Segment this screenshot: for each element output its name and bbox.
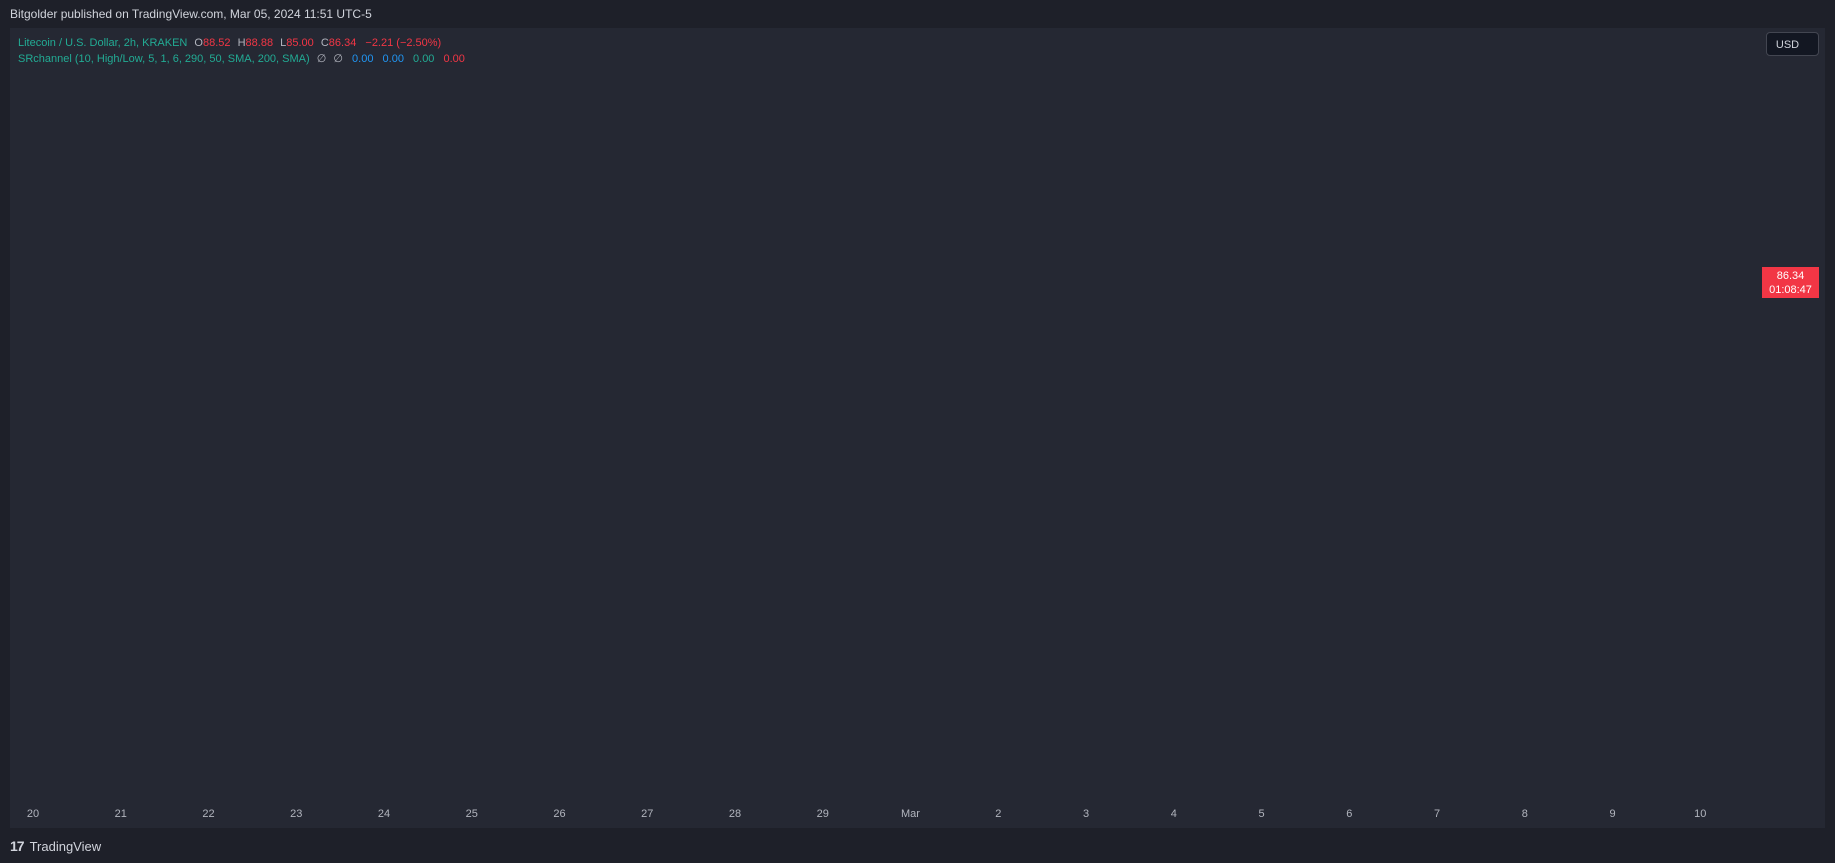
high-label: H — [237, 37, 246, 49]
indicator-value-2: 0.00 — [382, 53, 404, 65]
close-label: C — [320, 37, 329, 49]
indicator-title[interactable]: SRchannel (10, High/Low, 5, 1, 6, 290, 5… — [18, 53, 310, 65]
bar-countdown: 01:08:47 — [1769, 284, 1812, 296]
x-axis-tick-label: 4 — [1171, 808, 1177, 820]
low-value: 85.00 — [286, 37, 314, 49]
x-axis-tick-label: 22 — [202, 808, 214, 820]
ohlc-row: Litecoin / U.S. Dollar, 2h, KRAKEN O88.5… — [18, 35, 465, 51]
indicator-value-1: 0.00 — [352, 53, 374, 65]
open-label: O — [194, 37, 203, 49]
chart-legend: Litecoin / U.S. Dollar, 2h, KRAKEN O88.5… — [18, 35, 465, 67]
indicator-null-icon-2: ∅ — [333, 53, 343, 65]
publish-bar: Bitgolder published on TradingView.com, … — [0, 0, 1835, 27]
high-value: 88.88 — [245, 37, 274, 49]
x-axis-tick-label: 28 — [729, 808, 741, 820]
x-axis-tick-label: 6 — [1346, 808, 1352, 820]
x-axis-tick-label: 2 — [995, 808, 1001, 820]
close-value: 86.34 — [328, 37, 357, 49]
last-price-value: 86.34 — [1776, 270, 1805, 282]
x-axis-tick-label: 7 — [1434, 808, 1440, 820]
indicator-value-4: 0.00 — [443, 53, 465, 65]
indicator-null-icon: ∅ — [316, 53, 327, 65]
x-axis-tick-label: 26 — [553, 808, 565, 820]
open-value: 88.52 — [202, 37, 231, 49]
low-label: L — [280, 37, 287, 49]
x-axis-tick-label: 3 — [1083, 808, 1089, 820]
x-axis-tick-label: 10 — [1694, 808, 1706, 820]
publish-text: Bitgolder published on TradingView.com, … — [10, 7, 372, 21]
tradingview-logo-icon[interactable]: 17 — [10, 838, 25, 854]
symbol-title[interactable]: Litecoin / U.S. Dollar, 2h, KRAKEN — [18, 37, 188, 49]
x-axis-tick-label: 24 — [378, 808, 390, 820]
x-axis-tick-label: 9 — [1609, 808, 1615, 820]
footer-brand[interactable]: TradingView — [29, 838, 102, 854]
indicator-row: SRchannel (10, High/Low, 5, 1, 6, 290, 5… — [18, 51, 465, 67]
chart-panel[interactable] — [10, 28, 1825, 828]
x-axis-tick-label: 21 — [115, 808, 127, 820]
x-axis-tick-label: 20 — [27, 808, 39, 820]
change-value: −2.21 (−2.50%) — [365, 37, 442, 49]
x-axis-tick-label: 25 — [466, 808, 478, 820]
indicator-value-3: 0.00 — [413, 53, 435, 65]
footer: 17 TradingView — [10, 836, 101, 856]
x-axis-tick-label: Mar — [901, 808, 920, 820]
x-axis-tick-label: 8 — [1522, 808, 1528, 820]
currency-selector[interactable]: USD — [1766, 32, 1819, 56]
x-axis-tick-label: 5 — [1258, 808, 1264, 820]
x-axis-tick-label: 29 — [817, 808, 829, 820]
x-axis-tick-label: 27 — [641, 808, 653, 820]
x-axis-tick-label: 23 — [290, 808, 302, 820]
last-price-badge: 86.34 01:08:47 — [1762, 267, 1819, 298]
